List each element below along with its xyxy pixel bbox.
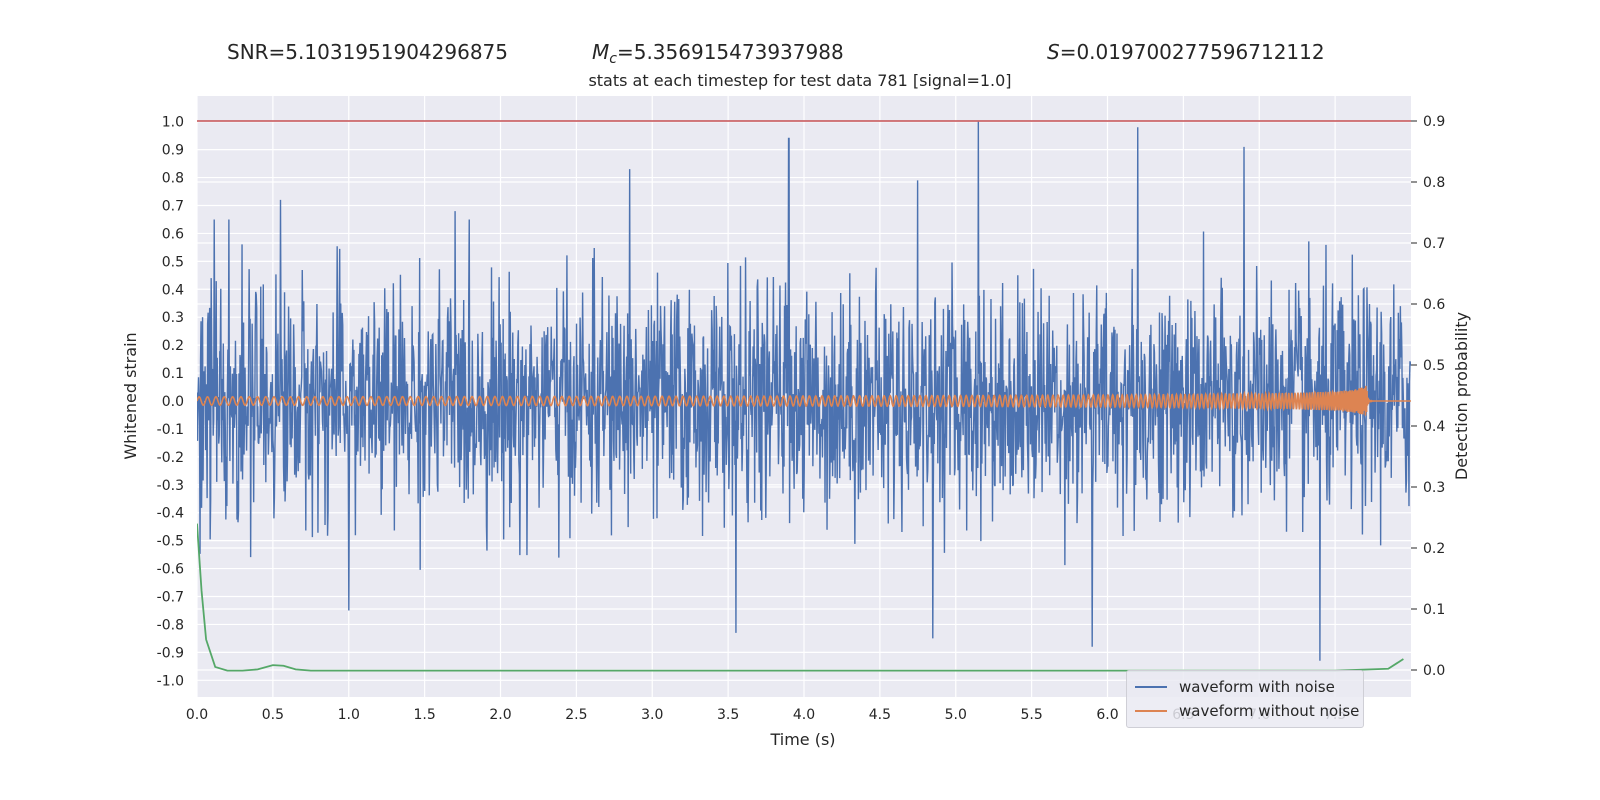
y-tick-label: -0.7	[157, 590, 184, 606]
x-tick-label: 6.0	[1096, 707, 1118, 723]
y2-tick-label: 0.4	[1423, 419, 1445, 435]
y-tick-label: 0.0	[162, 394, 184, 410]
y-tick-label: 0.9	[162, 143, 184, 159]
y2-tick-label: 0.8	[1423, 175, 1445, 191]
chart-subtitle: stats at each timestep for test data 781…	[588, 71, 1012, 90]
x-tick-label: 4.5	[869, 707, 891, 723]
x-tick-label: 2.5	[565, 707, 587, 723]
x-tick-label: 1.0	[338, 707, 360, 723]
s-value: =0.019700277596712112	[1059, 40, 1325, 64]
s-symbol: S	[1047, 40, 1060, 64]
y2-tick-label: 0.7	[1423, 236, 1445, 252]
y-tick-label: 0.5	[162, 254, 184, 270]
y-tick-label: 0.3	[162, 310, 184, 326]
x-tick-label: 3.0	[641, 707, 663, 723]
y2-tick-label: 0.3	[1423, 480, 1445, 496]
y-tick-label: 0.1	[162, 366, 184, 382]
y2-tick-label: 0.2	[1423, 541, 1445, 557]
y2-axis-ticks: 0.9 0.8 0.7 0.6 0.5 0.4 0.3 0.2 0.1 0.0	[1411, 114, 1445, 679]
y-tick-label: -0.2	[157, 450, 184, 466]
x-tick-label: 1.5	[413, 707, 435, 723]
y2-tick-label: 0.0	[1423, 663, 1445, 679]
x-tick-label: 4.0	[793, 707, 815, 723]
series-clean-waveform	[197, 385, 1411, 416]
x-tick-label: 0.0	[186, 707, 208, 723]
mc-subscript: c	[609, 51, 617, 67]
legend: waveform with noise waveform without noi…	[1126, 670, 1364, 728]
legend-label-clean: waveform without noise	[1179, 702, 1360, 720]
y-tick-label: -0.4	[157, 506, 184, 522]
y-tick-label: -0.8	[157, 617, 184, 633]
mc-value: =5.356915473937988	[616, 40, 844, 64]
y-tick-label: 0.4	[162, 282, 184, 298]
y-tick-label: 0.7	[162, 198, 184, 214]
y-axis-label: Whitened strain	[121, 332, 140, 459]
y-tick-label: -0.6	[157, 562, 184, 578]
y-tick-label: -0.9	[157, 645, 184, 661]
legend-item-clean: waveform without noise	[1135, 700, 1359, 722]
y2-axis-label: Detection probability	[1452, 312, 1471, 480]
y-tick-label: 0.2	[162, 338, 184, 354]
y-tick-label: -0.1	[157, 422, 184, 438]
x-tick-label: 3.5	[717, 707, 739, 723]
chirp-mass-heading: Mc=5.356915473937988	[592, 40, 844, 67]
x-tick-label: 5.5	[1020, 707, 1042, 723]
snr-heading: SNR=5.1031951904296875	[227, 40, 508, 64]
legend-item-noisy: waveform with noise	[1135, 676, 1335, 698]
y2-tick-label: 0.9	[1423, 114, 1445, 130]
legend-label-noisy: waveform with noise	[1179, 678, 1335, 696]
y2-tick-label: 0.6	[1423, 297, 1445, 313]
y-tick-label: -0.3	[157, 478, 184, 494]
y-tick-label: 0.6	[162, 226, 184, 242]
x-axis-label: Time (s)	[769, 730, 835, 749]
x-tick-label: 0.5	[262, 707, 284, 723]
y-tick-label: 1.0	[162, 115, 184, 131]
legend-swatch-noisy	[1135, 686, 1167, 688]
x-tick-label: 5.0	[945, 707, 967, 723]
x-tick-label: 2.0	[489, 707, 511, 723]
y-tick-label: 0.8	[162, 171, 184, 187]
s-heading: S=0.019700277596712112	[1047, 40, 1325, 64]
y2-tick-label: 0.5	[1423, 358, 1445, 374]
y-tick-label: -0.5	[157, 534, 184, 550]
mc-symbol: M	[592, 40, 610, 64]
y-tick-label: -1.0	[157, 673, 184, 689]
legend-swatch-clean	[1135, 710, 1167, 712]
y2-tick-label: 0.1	[1423, 602, 1445, 618]
y-axis-ticks: 1.0 0.9 0.8 0.7 0.6 0.5 0.4 0.3 0.2 0.1 0.0 -0.1 -0.…	[157, 115, 184, 690]
